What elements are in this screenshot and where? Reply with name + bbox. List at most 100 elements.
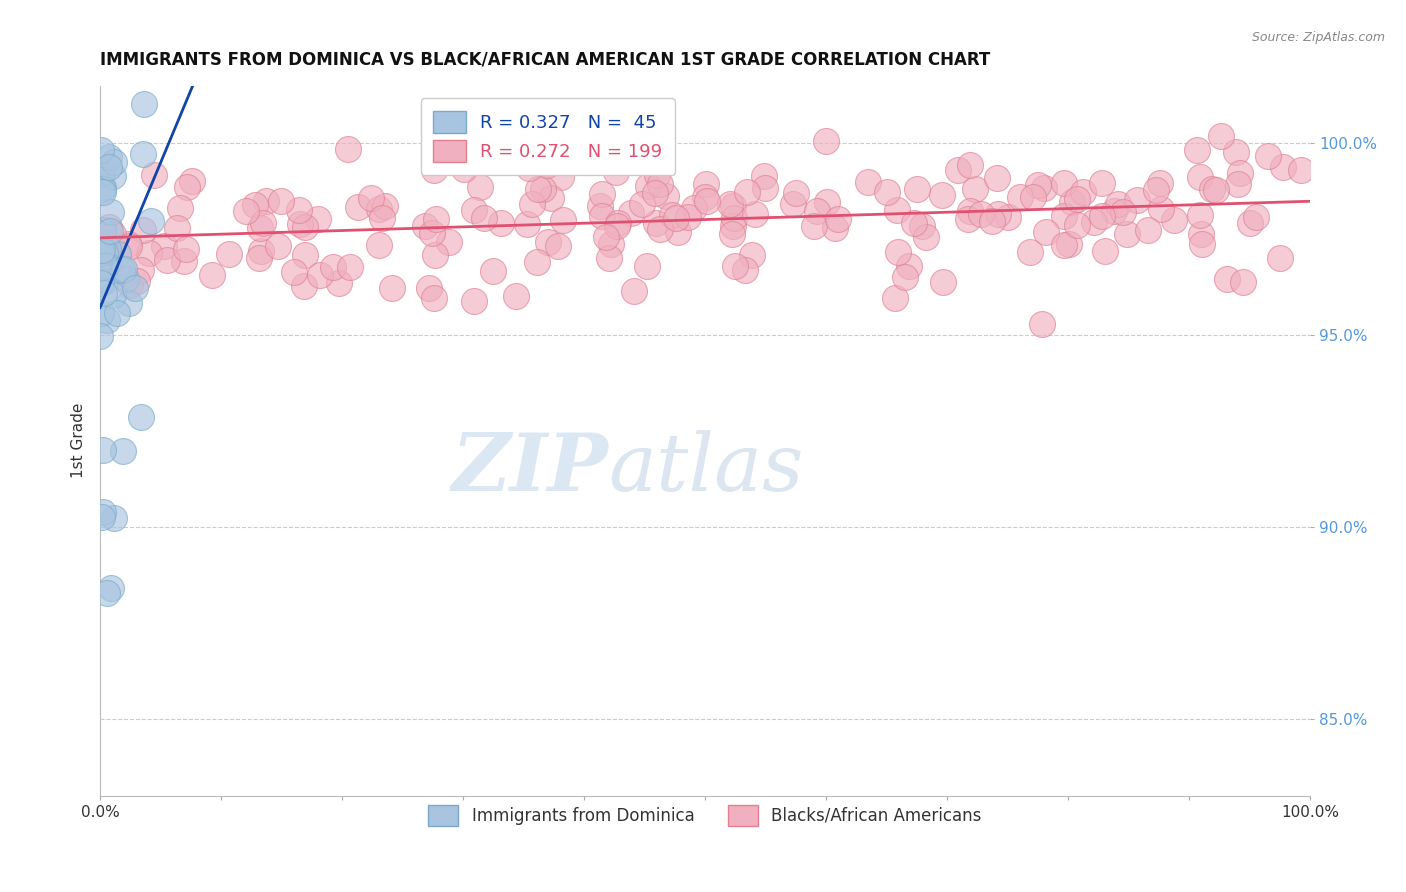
Point [423,248,446,262]
Point [112,261,135,276]
Point [254,194,277,208]
Point [463,294,485,309]
Point [437,235,460,250]
Point [1225,145,1247,159]
Point [734,263,756,277]
Point [374,199,396,213]
Point [243,197,266,211]
Point [91,223,114,237]
Point [505,289,527,303]
Point [1010,190,1032,204]
Point [290,217,312,231]
Point [986,171,1008,186]
Point [600,236,623,251]
Point [1201,181,1223,195]
Point [606,219,628,233]
Point [1053,176,1076,190]
Point [176,180,198,194]
Point [893,270,915,285]
Point [97,242,120,256]
Point [1215,272,1237,286]
Point [463,203,485,218]
Point [997,210,1019,224]
Point [425,212,447,227]
Point [1227,178,1250,192]
Point [90,306,112,320]
Point [181,174,204,188]
Point [959,157,981,171]
Point [695,177,717,191]
Point [367,237,389,252]
Point [931,188,953,202]
Point [132,223,155,237]
Point [911,219,934,233]
Point [1107,197,1129,211]
Point [247,251,270,265]
Point [595,230,617,244]
Point [1035,225,1057,239]
Point [423,291,446,305]
Point [468,180,491,194]
Point [176,242,198,256]
Point [91,505,114,519]
Point [89,329,111,343]
Point [107,247,129,261]
Point [517,161,540,175]
Point [824,221,846,235]
Point [637,178,659,193]
Point [754,180,776,194]
Point [420,227,443,241]
Point [138,245,160,260]
Point [218,246,240,260]
Point [90,509,112,524]
Point [91,186,114,200]
Point [1188,169,1211,184]
Point [1066,219,1088,233]
Point [980,214,1002,228]
Point [367,202,389,216]
Point [547,238,569,252]
Point [803,219,825,233]
Point [129,263,152,277]
Point [1144,183,1167,197]
Point [96,258,118,272]
Point [132,96,155,111]
Point [948,163,970,178]
Point [905,182,928,196]
Point [94,274,117,288]
Point [1031,317,1053,331]
Point [741,247,763,261]
Point [827,212,849,227]
Point [347,200,370,214]
Point [1091,176,1114,190]
Point [550,169,572,184]
Point [129,409,152,424]
Point [1189,208,1212,222]
Point [676,210,699,224]
Point [90,235,112,250]
Point [308,268,330,282]
Point [970,207,993,221]
Point [307,211,329,226]
Point [423,162,446,177]
Point [1205,183,1227,197]
Point [1094,244,1116,259]
Point [120,277,142,292]
Point [516,217,538,231]
Point [1185,143,1208,157]
Point [90,276,112,290]
Point [1257,149,1279,163]
Point [915,230,938,244]
Point [283,265,305,279]
Point [744,207,766,221]
Point [1150,202,1173,216]
Point [520,197,543,211]
Point [270,194,292,209]
Point [153,239,176,253]
Point [103,169,125,183]
Point [623,284,645,298]
Point [118,239,141,253]
Point [720,197,742,211]
Point [108,28,131,42]
Point [591,187,613,202]
